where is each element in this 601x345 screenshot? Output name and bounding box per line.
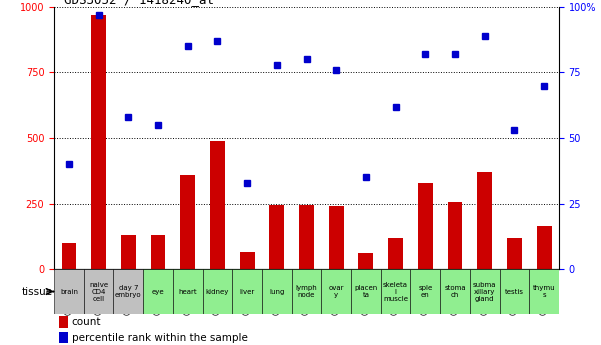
Text: lung: lung xyxy=(269,288,284,295)
Text: day 7
embryо: day 7 embryо xyxy=(115,285,142,298)
Text: heart: heart xyxy=(178,288,197,295)
Bar xyxy=(151,235,165,269)
Bar xyxy=(59,332,69,344)
FancyBboxPatch shape xyxy=(84,269,114,314)
Bar xyxy=(448,202,462,269)
FancyBboxPatch shape xyxy=(114,269,143,314)
FancyBboxPatch shape xyxy=(173,269,203,314)
FancyBboxPatch shape xyxy=(499,269,529,314)
Text: ovar
y: ovar y xyxy=(329,285,344,298)
Bar xyxy=(507,238,522,269)
FancyBboxPatch shape xyxy=(232,269,262,314)
Bar xyxy=(180,175,195,269)
FancyBboxPatch shape xyxy=(470,269,499,314)
FancyBboxPatch shape xyxy=(440,269,470,314)
FancyBboxPatch shape xyxy=(381,269,410,314)
Text: tissue: tissue xyxy=(22,287,53,296)
Text: kidney: kidney xyxy=(206,288,229,295)
Bar xyxy=(388,238,403,269)
Bar xyxy=(477,172,492,269)
Bar xyxy=(418,183,433,269)
Text: testis: testis xyxy=(505,288,524,295)
Bar xyxy=(299,205,314,269)
Text: lymph
node: lymph node xyxy=(296,285,317,298)
Bar xyxy=(61,243,76,269)
FancyBboxPatch shape xyxy=(143,269,173,314)
FancyBboxPatch shape xyxy=(529,269,559,314)
Text: placen
ta: placen ta xyxy=(354,285,377,298)
Bar xyxy=(59,316,69,328)
Text: stoma
ch: stoma ch xyxy=(444,285,466,298)
Text: GDS3052 / 1418240_at: GDS3052 / 1418240_at xyxy=(64,0,214,6)
Bar xyxy=(210,141,225,269)
Text: thymu
s: thymu s xyxy=(532,285,555,298)
Bar xyxy=(91,15,106,269)
FancyBboxPatch shape xyxy=(54,269,84,314)
Bar xyxy=(121,235,136,269)
FancyBboxPatch shape xyxy=(291,269,322,314)
Text: skeleta
l
muscle: skeleta l muscle xyxy=(383,282,408,302)
FancyBboxPatch shape xyxy=(322,269,351,314)
Bar xyxy=(537,226,552,269)
Text: subma
xillary
gland: subma xillary gland xyxy=(473,282,496,302)
Bar xyxy=(269,205,284,269)
Text: sple
en: sple en xyxy=(418,285,433,298)
Bar xyxy=(240,252,255,269)
FancyBboxPatch shape xyxy=(262,269,291,314)
FancyBboxPatch shape xyxy=(203,269,232,314)
Text: count: count xyxy=(72,317,101,327)
Text: brain: brain xyxy=(60,288,78,295)
Text: naive
CD4
cell: naive CD4 cell xyxy=(89,282,108,302)
Bar xyxy=(329,206,344,269)
Text: liver: liver xyxy=(239,288,255,295)
FancyBboxPatch shape xyxy=(410,269,440,314)
Text: percentile rank within the sample: percentile rank within the sample xyxy=(72,333,248,343)
Bar xyxy=(358,253,373,269)
FancyBboxPatch shape xyxy=(351,269,381,314)
Text: eye: eye xyxy=(151,288,164,295)
